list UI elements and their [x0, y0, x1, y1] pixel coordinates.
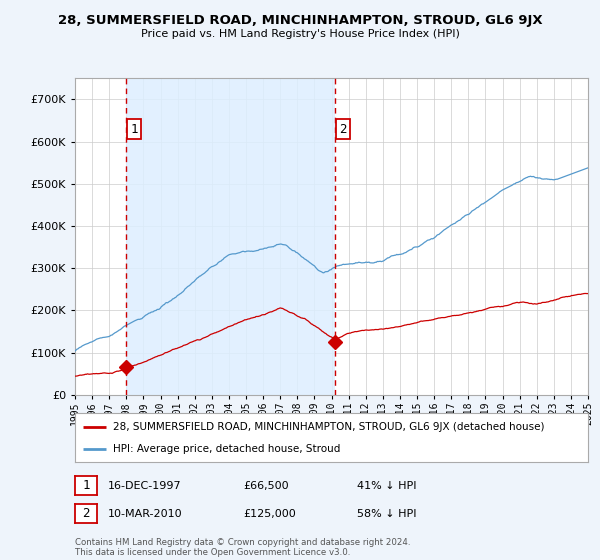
Bar: [125, 78, 335, 395]
Text: 2: 2: [82, 507, 89, 520]
Text: 16-DEC-1997: 16-DEC-1997: [108, 480, 182, 491]
Text: 1: 1: [82, 479, 89, 492]
Text: £125,000: £125,000: [243, 508, 296, 519]
Text: 10-MAR-2010: 10-MAR-2010: [108, 508, 182, 519]
Text: HPI: Average price, detached house, Stroud: HPI: Average price, detached house, Stro…: [113, 444, 341, 454]
Text: 1: 1: [130, 123, 138, 136]
Text: 2: 2: [340, 123, 347, 136]
Text: Price paid vs. HM Land Registry's House Price Index (HPI): Price paid vs. HM Land Registry's House …: [140, 29, 460, 39]
Text: 28, SUMMERSFIELD ROAD, MINCHINHAMPTON, STROUD, GL6 9JX: 28, SUMMERSFIELD ROAD, MINCHINHAMPTON, S…: [58, 14, 542, 27]
Text: 28, SUMMERSFIELD ROAD, MINCHINHAMPTON, STROUD, GL6 9JX (detached house): 28, SUMMERSFIELD ROAD, MINCHINHAMPTON, S…: [113, 422, 545, 432]
Text: 58% ↓ HPI: 58% ↓ HPI: [357, 508, 416, 519]
Text: 41% ↓ HPI: 41% ↓ HPI: [357, 480, 416, 491]
Text: £66,500: £66,500: [243, 480, 289, 491]
Text: Contains HM Land Registry data © Crown copyright and database right 2024.
This d: Contains HM Land Registry data © Crown c…: [75, 538, 410, 557]
